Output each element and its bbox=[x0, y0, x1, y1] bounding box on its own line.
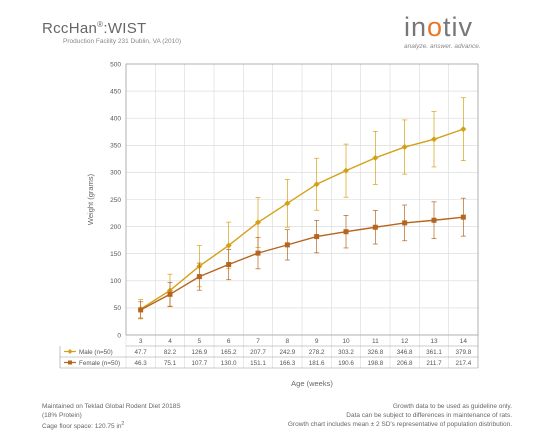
table-value: 198.8 bbox=[367, 360, 383, 367]
plot-area bbox=[125, 63, 479, 336]
x-tick-label: 9 bbox=[315, 338, 319, 345]
legend-entry: Male (n=50) bbox=[79, 349, 113, 356]
data-point bbox=[196, 274, 202, 280]
y-tick-label: 100 bbox=[110, 278, 121, 285]
inotiv-logo: inotiv bbox=[404, 12, 474, 42]
table-value: 75.1 bbox=[164, 360, 177, 367]
table-value: 151.1 bbox=[250, 360, 266, 367]
table-value: 126.9 bbox=[191, 349, 207, 356]
sd-note: Growth chart includes mean ± 2 SD's repr… bbox=[287, 421, 512, 428]
data-point bbox=[460, 214, 466, 220]
data-point bbox=[284, 200, 291, 207]
table-value: 206.8 bbox=[397, 360, 413, 367]
table-value: 217.4 bbox=[455, 360, 471, 367]
series-line-0 bbox=[140, 128, 464, 310]
y-tick-label: 50 bbox=[114, 305, 122, 312]
x-tick-label: 7 bbox=[256, 338, 260, 345]
table-value: 166.3 bbox=[279, 360, 295, 367]
table-value: 46.3 bbox=[135, 360, 148, 367]
table-value: 211.7 bbox=[426, 360, 442, 367]
table-value: 82.2 bbox=[164, 349, 177, 356]
data-point bbox=[460, 126, 467, 133]
table-value: 326.8 bbox=[367, 349, 383, 356]
y-tick-label: 250 bbox=[110, 197, 121, 204]
legend-swatch-marker bbox=[68, 360, 72, 365]
table-value: 165.2 bbox=[221, 349, 237, 356]
table-value: 107.7 bbox=[191, 360, 207, 367]
x-tick-label: 8 bbox=[286, 338, 290, 345]
y-tick-label: 150 bbox=[110, 251, 121, 258]
data-point bbox=[431, 136, 437, 143]
data-point bbox=[402, 220, 408, 226]
x-tick-label: 4 bbox=[168, 338, 172, 345]
legend-entry: Female (n=50) bbox=[79, 360, 120, 367]
x-tick-label: 6 bbox=[227, 338, 231, 345]
y-tick-label: 450 bbox=[110, 88, 121, 95]
table-value: 379.8 bbox=[455, 349, 471, 356]
table-value: 181.6 bbox=[309, 360, 325, 367]
x-tick-label: 13 bbox=[430, 338, 438, 345]
data-point bbox=[372, 154, 379, 161]
y-tick-label: 500 bbox=[110, 61, 121, 68]
data-point bbox=[226, 262, 232, 268]
x-tick-label: 14 bbox=[460, 338, 468, 345]
legend-swatch-marker bbox=[67, 349, 73, 354]
data-point bbox=[255, 219, 261, 226]
series-line-1 bbox=[140, 216, 464, 311]
table-value: 190.6 bbox=[338, 360, 354, 367]
footer-notes-left: Maintained on Teklad Global Rodent Diet … bbox=[42, 402, 181, 431]
data-point bbox=[225, 242, 232, 249]
y-axis-label: Weight (grams) bbox=[86, 173, 95, 225]
protein-note: (18% Protein) bbox=[42, 412, 82, 419]
y-tick-label: 300 bbox=[110, 170, 121, 177]
data-point bbox=[401, 144, 408, 151]
table-value: 303.2 bbox=[338, 349, 354, 356]
table-value: 346.8 bbox=[397, 349, 413, 356]
footer-notes-right: Growth data to be used as guideline only… bbox=[288, 402, 512, 429]
data-point bbox=[138, 307, 144, 313]
data-point bbox=[284, 242, 290, 248]
maintenance-note: Data can be subject to differences in ma… bbox=[346, 412, 512, 419]
x-tick-label: 10 bbox=[342, 338, 350, 345]
cage-note: Cage floor space: 120.75 in2 bbox=[42, 421, 125, 431]
x-tick-label: 12 bbox=[401, 338, 409, 345]
data-point bbox=[343, 229, 349, 235]
table-value: 130.0 bbox=[221, 360, 237, 367]
x-tick-label: 5 bbox=[198, 338, 202, 345]
y-tick-label: 350 bbox=[110, 143, 121, 150]
guideline-note: Growth data to be used as guideline only… bbox=[392, 403, 512, 410]
table-value: 207.7 bbox=[250, 349, 266, 356]
data-point bbox=[314, 234, 320, 240]
table-value: 278.2 bbox=[309, 349, 325, 356]
data-point bbox=[167, 291, 173, 297]
x-tick-label: 3 bbox=[139, 338, 143, 345]
y-tick-label: 200 bbox=[110, 224, 121, 231]
chart-subtitle: Production Facility 231 Dublin, VA (2010… bbox=[63, 38, 182, 45]
x-axis-label: Age (weeks) bbox=[291, 379, 333, 388]
logo-tagline: analyze. answer. advance. bbox=[404, 43, 481, 50]
y-tick-label: 0 bbox=[117, 332, 121, 339]
data-point bbox=[255, 250, 261, 256]
data-point bbox=[431, 217, 437, 223]
chart-title: RccHan®:WIST bbox=[42, 20, 147, 37]
table-value: 242.9 bbox=[279, 349, 295, 356]
table-value: 361.1 bbox=[426, 349, 442, 356]
data-point bbox=[372, 224, 378, 230]
x-tick-label: 11 bbox=[372, 338, 379, 345]
data-point bbox=[343, 167, 349, 174]
data-point bbox=[313, 181, 320, 188]
diet-note: Maintained on Teklad Global Rodent Diet … bbox=[42, 403, 181, 410]
y-tick-label: 400 bbox=[110, 116, 121, 123]
table-value: 47.7 bbox=[135, 349, 148, 356]
